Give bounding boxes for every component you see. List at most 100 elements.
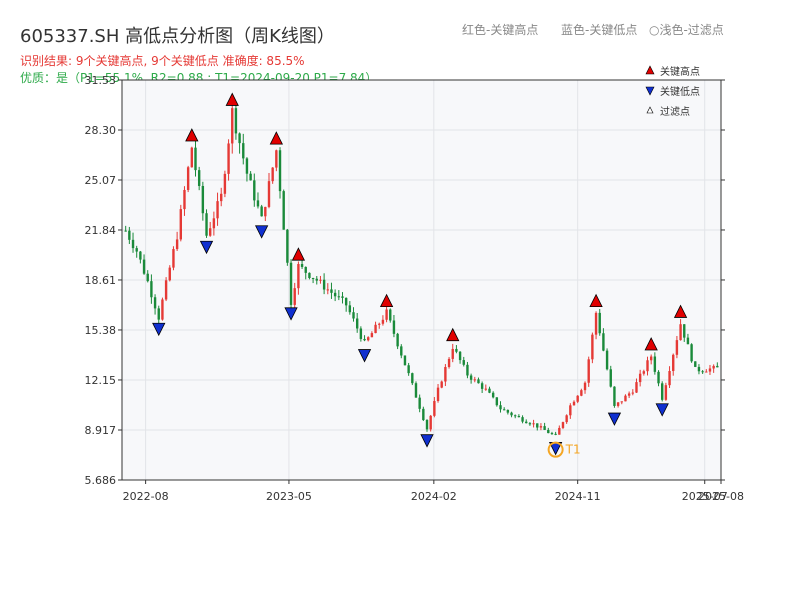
candle-body <box>686 337 690 345</box>
key-high-marker <box>644 337 658 351</box>
legend-low-label: 关键低点 <box>660 85 700 98</box>
candle-body <box>627 393 631 396</box>
hint-light: ○浅色-过滤点 <box>649 23 724 37</box>
candle-body <box>311 277 315 279</box>
key-high-marker <box>185 128 199 142</box>
candle-body <box>525 421 528 424</box>
key-high-marker <box>225 92 239 106</box>
key-low-marker <box>152 322 166 337</box>
candle-body <box>458 351 462 361</box>
hint-red: 红色-关键高点 <box>462 23 539 37</box>
x-tick-label: 2024-11 <box>555 490 601 503</box>
candle-body <box>679 324 682 341</box>
candle-body <box>642 371 646 374</box>
x-tick-label: 2022-08 <box>123 490 169 503</box>
candle-body <box>591 334 594 360</box>
candle-body <box>495 397 499 406</box>
candle-body <box>131 239 135 249</box>
candle-body <box>179 209 182 240</box>
candle-body <box>161 299 164 320</box>
candle-body <box>631 392 635 394</box>
candle-body <box>558 427 561 435</box>
candle-body <box>396 333 399 347</box>
candle-body <box>322 279 326 290</box>
candle-body <box>275 150 278 168</box>
candle-body <box>326 289 329 291</box>
candle-body <box>293 288 296 305</box>
candle-body <box>378 323 381 325</box>
candle-body <box>646 360 649 372</box>
candle-body <box>506 409 510 413</box>
legend-high-icon <box>645 65 655 75</box>
t1-ring <box>547 441 564 458</box>
candle-body <box>128 230 131 240</box>
candle-body <box>142 259 146 274</box>
y-tick-label: 12.15 <box>85 374 117 387</box>
candle-body <box>576 395 579 402</box>
candle-body <box>697 366 701 372</box>
candle-body <box>172 249 175 268</box>
candle-body <box>572 401 576 406</box>
candle-body <box>223 173 227 194</box>
key-high-marker <box>291 247 306 261</box>
candle-body <box>594 312 598 335</box>
candle-body <box>359 328 363 339</box>
candle-body <box>554 433 557 435</box>
candle-body <box>194 147 197 171</box>
candle-body <box>672 354 675 372</box>
y-tick-label: 21.84 <box>85 224 117 237</box>
candle-body <box>418 397 421 409</box>
candle-body <box>355 318 359 329</box>
candle-body <box>668 371 671 386</box>
candle-body <box>499 405 502 410</box>
candle-body <box>304 266 307 273</box>
candle-body <box>330 289 333 293</box>
candle-body <box>220 193 223 202</box>
candle-body <box>491 392 495 398</box>
candle-body <box>708 368 712 372</box>
candle-body <box>429 415 432 430</box>
candle-body <box>510 412 513 416</box>
candle-body <box>605 350 609 370</box>
candle-body <box>433 400 436 416</box>
candle-body <box>661 383 664 400</box>
y-axis: 5.686 8.917 12.15 15.38 18.61 21.84 25.07 28.30… <box>85 74 725 487</box>
x-axis: 2022-08 2023-05 2024-02 2024-11 2025-072025-… <box>123 480 744 503</box>
y-tick-label: 25.07 <box>85 174 117 187</box>
candle-body <box>385 309 388 320</box>
candles <box>124 104 719 436</box>
candle-body <box>367 337 370 341</box>
candle-body <box>694 361 697 367</box>
candle-body <box>370 333 374 338</box>
candle-body <box>186 167 190 190</box>
candle-body <box>146 273 149 282</box>
key-low-marker <box>420 434 434 448</box>
candle-body <box>543 426 546 430</box>
legend-filtered-label: 过滤点 <box>660 105 690 118</box>
candle-body <box>488 388 491 393</box>
candle-body <box>469 375 473 380</box>
x-tick-label: 2025-07 <box>682 490 728 503</box>
candle-body <box>440 381 443 388</box>
y-tick-label: 28.30 <box>85 124 117 137</box>
hint-blue: 蓝色-关键低点 <box>561 23 638 37</box>
candle-body <box>231 108 234 144</box>
candle-body <box>389 309 392 321</box>
y-tick-label: 15.38 <box>85 324 117 337</box>
candle-body <box>547 429 550 434</box>
candle-body <box>444 367 447 382</box>
candle-body <box>609 369 612 387</box>
candle-body <box>616 402 620 406</box>
candle-body <box>653 356 657 372</box>
candle-body <box>451 348 454 359</box>
candle-body <box>297 264 300 289</box>
candle-body <box>164 280 168 300</box>
key-high-marker <box>673 304 688 318</box>
candle-body <box>690 344 693 362</box>
candle-body <box>153 297 157 309</box>
candle-body <box>539 426 543 428</box>
candle-body <box>319 279 322 281</box>
candle-body <box>477 379 480 384</box>
candle-body <box>701 371 704 373</box>
candle-body <box>561 422 565 428</box>
